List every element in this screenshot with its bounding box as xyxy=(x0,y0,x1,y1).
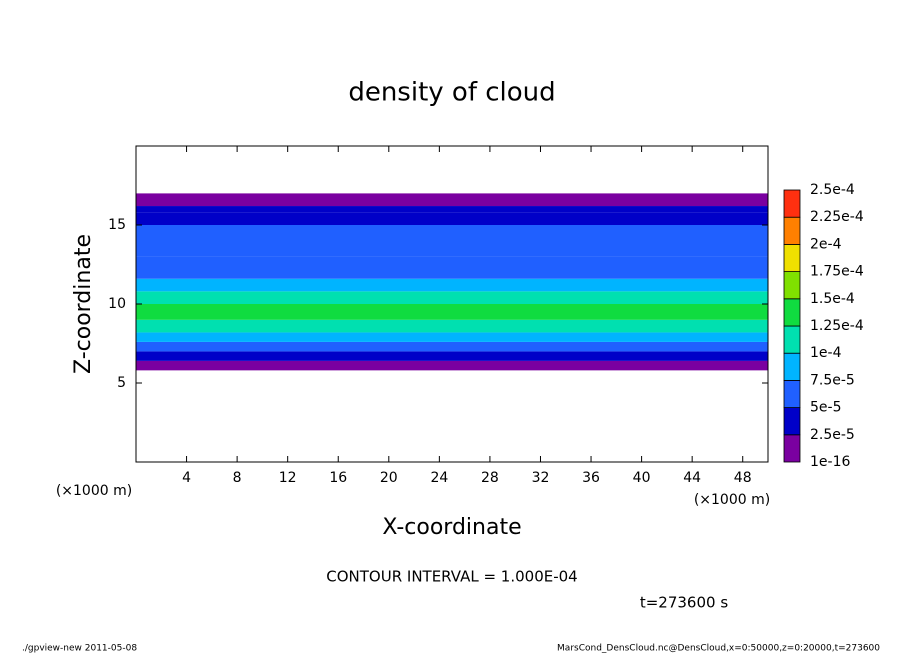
x-tick-label: 40 xyxy=(633,470,651,486)
time-label: t=273600 s xyxy=(640,594,728,612)
colorbar-label: 1.25e-4 xyxy=(810,318,864,334)
density-strip xyxy=(136,360,768,371)
y-axis-label: Z-coordinate xyxy=(71,234,96,374)
density-strip xyxy=(136,225,768,257)
y-tick-label: 10 xyxy=(108,296,126,312)
colorbar-swatch xyxy=(783,298,801,327)
x-tick-label: 16 xyxy=(329,470,347,486)
colorbar-swatch xyxy=(783,407,801,436)
colorbar-swatch xyxy=(783,352,801,381)
x-tick-label: 24 xyxy=(430,470,448,486)
colorbar-swatch xyxy=(783,379,801,408)
contour-interval: CONTOUR INTERVAL = 1.000E-04 xyxy=(326,568,577,586)
x-axis-label: X-coordinate xyxy=(382,515,521,540)
colorbar-swatch xyxy=(783,325,801,354)
density-strip xyxy=(136,291,768,304)
x-tick-label: 36 xyxy=(582,470,600,486)
colorbar-swatch xyxy=(783,189,801,218)
colorbar-swatch xyxy=(783,216,801,245)
x-tick-label: 44 xyxy=(683,470,701,486)
density-strip xyxy=(136,304,768,320)
colorbar-label: 2.5e-5 xyxy=(810,427,855,443)
density-strip xyxy=(136,341,768,352)
colorbar-label: 1.5e-4 xyxy=(810,291,855,307)
colorbar-label: 2e-4 xyxy=(810,236,842,252)
x-tick-label: 8 xyxy=(233,470,242,486)
footer-left: ./gpview-new 2011-05-08 xyxy=(22,644,137,654)
colorbar-label: 1e-4 xyxy=(810,345,842,361)
x-tick-label: 12 xyxy=(279,470,297,486)
colorbar-label: 7.5e-5 xyxy=(810,372,855,388)
density-strip xyxy=(136,256,768,279)
density-strip xyxy=(136,206,768,213)
colorbar-swatch xyxy=(783,243,801,272)
colorbar-label: 2.5e-4 xyxy=(810,182,855,198)
footer-right: MarsCond_DensCloud.nc@DensCloud,x=0:5000… xyxy=(557,644,880,654)
density-strip xyxy=(136,351,768,361)
x-tick-label: 32 xyxy=(532,470,550,486)
y-tick-label: 15 xyxy=(108,217,126,233)
density-strip xyxy=(136,212,768,225)
chart-title: density of cloud xyxy=(348,78,555,108)
x-tick-label: 20 xyxy=(380,470,398,486)
x-tick-label: 4 xyxy=(182,470,191,486)
x-unit-left: (×1000 m) xyxy=(56,483,132,499)
colorbar-label: 1e-16 xyxy=(810,454,850,470)
x-tick-label: 48 xyxy=(734,470,752,486)
x-tick-label: 28 xyxy=(481,470,499,486)
density-strip xyxy=(136,278,768,292)
colorbar-label: 5e-5 xyxy=(810,400,841,416)
colorbar-swatch xyxy=(783,434,801,463)
density-strip xyxy=(136,319,768,333)
colorbar-label: 2.25e-4 xyxy=(810,209,864,225)
colorbar-swatch xyxy=(783,271,801,300)
y-tick-label: 5 xyxy=(117,375,126,391)
density-strip xyxy=(136,193,768,207)
density-strip xyxy=(136,332,768,342)
x-unit-right: (×1000 m) xyxy=(694,492,770,508)
colorbar-label: 1.75e-4 xyxy=(810,264,864,280)
